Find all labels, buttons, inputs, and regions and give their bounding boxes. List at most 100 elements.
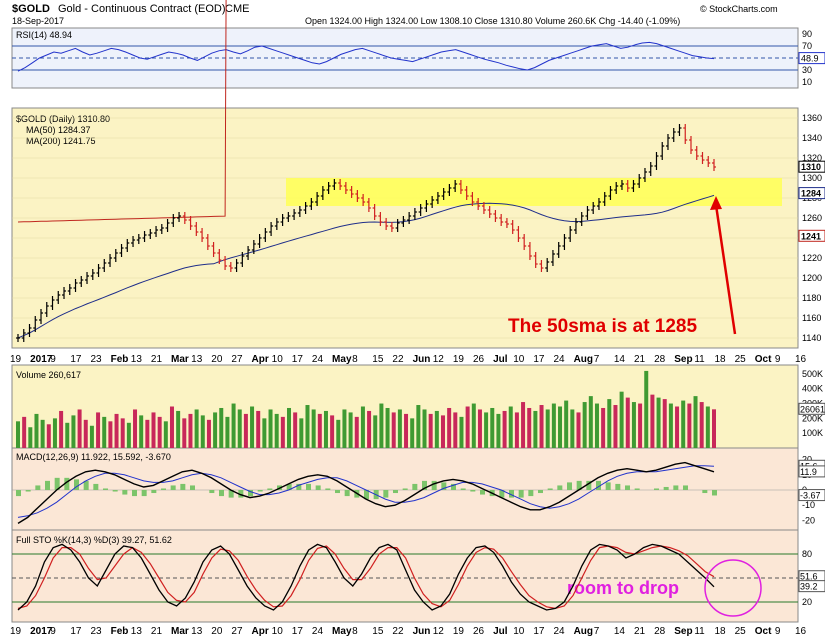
- x-axis-label: 12: [433, 354, 445, 365]
- volume-bar: [96, 412, 101, 448]
- x-axis-label: 11: [694, 354, 705, 365]
- macd-histogram-bar: [25, 490, 31, 492]
- x-axis-label: 22: [392, 354, 404, 365]
- x-axis-label: 24: [312, 626, 324, 637]
- volume-bar: [163, 421, 168, 448]
- volume-bar: [114, 413, 119, 448]
- volume-bar: [299, 418, 304, 448]
- volume-bar: [71, 415, 76, 448]
- volume-bar: [514, 412, 519, 448]
- sto-current-label: 39.2: [800, 582, 818, 592]
- x-axis-label: 10: [272, 354, 284, 365]
- rsi-tick-label: 70: [802, 41, 812, 51]
- volume-bar: [373, 415, 378, 448]
- volume-bar: [440, 415, 445, 448]
- x-axis-label: 9: [50, 626, 56, 637]
- volume-bar: [59, 410, 64, 448]
- macd-histogram-bar: [286, 483, 292, 490]
- x-axis-label: 19: [453, 626, 465, 637]
- ma50-line: [17, 194, 715, 339]
- volume-bar: [625, 397, 630, 448]
- macd-histogram-bar: [480, 490, 485, 495]
- macd-histogram-bar: [441, 482, 447, 490]
- macd-tick-label: 20: [802, 455, 812, 465]
- x-axis-label: 26: [473, 626, 485, 637]
- price-tick-label: 1300: [802, 173, 822, 183]
- x-axis-label: Jul: [493, 354, 508, 365]
- x-axis-label: 9: [50, 354, 56, 365]
- volume-bar: [169, 406, 174, 448]
- x-axis-label: 15: [372, 354, 384, 365]
- price-tick-label: 1360: [802, 113, 822, 123]
- volume-bar: [287, 407, 292, 448]
- macd-histogram-bar: [625, 485, 630, 490]
- x-axis-label: 28: [654, 626, 666, 637]
- x-axis-label: 19: [10, 626, 22, 637]
- volume-bar: [219, 407, 224, 448]
- volume-bar: [539, 405, 544, 448]
- volume-bar: [471, 403, 476, 448]
- volume-bar: [46, 424, 51, 448]
- macd-histogram-bar: [315, 485, 321, 490]
- volume-bar: [410, 418, 415, 448]
- volume-bar: [89, 425, 94, 448]
- volume-bar: [545, 409, 550, 448]
- macd-histogram-bar: [267, 488, 273, 490]
- volume-bar: [323, 410, 328, 448]
- macd-histogram-bar: [344, 490, 350, 497]
- volume-bar: [631, 402, 636, 448]
- macd-histogram-bar: [335, 490, 340, 494]
- volume-bar: [200, 415, 205, 448]
- volume-bar: [465, 406, 470, 448]
- macd-histogram-bar: [257, 490, 263, 492]
- volume-bar: [52, 418, 57, 448]
- macd-histogram-bar: [460, 488, 466, 490]
- volume-bar: [274, 413, 279, 448]
- x-axis-label: 24: [312, 354, 324, 365]
- x-axis-label: 17: [292, 354, 304, 365]
- volume-bar: [527, 407, 532, 448]
- volume-bar: [687, 403, 692, 448]
- volume-bar: [496, 413, 501, 448]
- exchange-label: CME: [225, 3, 249, 15]
- macd-histogram-bar: [402, 488, 408, 490]
- macd-histogram-bar: [364, 490, 369, 500]
- price-current-box: [798, 187, 825, 200]
- macd-histogram-bar: [219, 490, 224, 497]
- price-tick-label: 1340: [802, 133, 822, 143]
- x-axis-label: 18: [714, 354, 726, 365]
- volume-bar: [120, 418, 125, 448]
- x-axis-label: 18: [714, 626, 726, 637]
- x-axis-label: 10: [513, 354, 525, 365]
- price-current-box: [798, 229, 825, 242]
- macd-histogram-bar: [45, 480, 50, 490]
- rsi-tick-label: 10: [802, 77, 812, 87]
- volume-bar: [305, 405, 310, 448]
- volume-bar: [490, 407, 495, 448]
- macd-histogram-bar: [702, 490, 708, 494]
- volume-bar: [693, 396, 698, 448]
- price-panel: [11, 107, 799, 349]
- price-current-label: 1284: [801, 189, 821, 199]
- volume-bar: [16, 421, 20, 448]
- macd-histogram-bar: [683, 485, 688, 490]
- price-tick-label: 1160: [802, 313, 821, 323]
- volume-bar: [330, 415, 335, 448]
- volume-current-label: 260617: [800, 404, 825, 414]
- volume-bar: [342, 409, 347, 448]
- date-label: 18-Sep-2017: [12, 16, 64, 26]
- volume-bar: [644, 370, 649, 448]
- price-current-label: 1241: [801, 231, 821, 241]
- x-axis-label: Sep: [674, 626, 692, 637]
- volume-bar: [243, 413, 248, 448]
- macd-histogram-bar: [151, 490, 157, 494]
- x-axis-label: 26: [473, 354, 485, 365]
- volume-bar: [502, 410, 507, 448]
- macd-current-label: 11.9: [800, 467, 817, 477]
- macd-histogram-bar: [538, 490, 543, 494]
- volume-bar: [336, 419, 341, 448]
- x-axis-label: 19: [10, 354, 22, 365]
- x-axis-label: 16: [795, 626, 807, 637]
- macd-histogram-bar: [64, 477, 70, 490]
- sto-panel: [11, 529, 799, 623]
